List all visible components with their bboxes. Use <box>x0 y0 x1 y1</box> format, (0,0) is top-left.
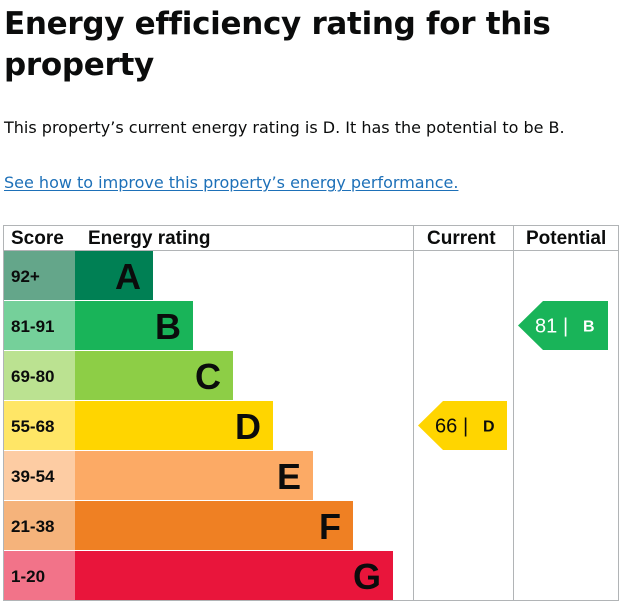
score-range: 81-91 <box>11 317 54 336</box>
score-cell <box>4 551 75 600</box>
header-score: Score <box>11 228 64 249</box>
band-bar <box>75 451 313 500</box>
band-row-d: 55-68 D <box>4 401 273 450</box>
band-row-a: 92+ A <box>4 251 153 300</box>
band-row-g: 1-20 G <box>4 551 393 600</box>
band-bar <box>75 501 353 550</box>
band-letter: G <box>353 556 381 597</box>
header-energy-rating: Energy rating <box>88 228 210 249</box>
score-range: 39-54 <box>11 467 55 486</box>
band-letter: C <box>195 356 221 397</box>
current-separator: | <box>463 416 468 438</box>
chart-grid <box>3 225 619 601</box>
band-letter: E <box>277 456 301 497</box>
score-range: 69-80 <box>11 367 54 386</box>
band-bar <box>75 401 273 450</box>
potential-score-value: 81 <box>535 316 557 338</box>
score-range: 92+ <box>11 267 40 286</box>
current-rating-arrow: 66 | D <box>418 401 507 450</box>
band-letter: B <box>155 306 181 347</box>
score-cell <box>4 451 75 500</box>
rating-bands: 92+ A 81-91 B 69-80 C 55-68 D 39-54 E 21-38 F 1-20 G <box>4 251 393 600</box>
score-cell <box>4 301 75 350</box>
current-score-value: 66 <box>435 416 457 438</box>
band-row-b: 81-91 B <box>4 301 193 350</box>
band-bar <box>75 251 153 300</box>
band-bar <box>75 551 393 600</box>
band-row-e: 39-54 E <box>4 451 313 500</box>
score-cell <box>4 401 75 450</box>
band-letter: F <box>319 506 341 547</box>
header-current: Current <box>427 228 496 249</box>
score-range: 21-38 <box>11 517 54 536</box>
current-arrow-shape <box>418 401 507 450</box>
potential-rating-arrow: 81 | B <box>518 301 608 350</box>
score-cell <box>4 251 75 300</box>
score-range: 55-68 <box>11 417 54 436</box>
score-cell <box>4 351 75 400</box>
rating-summary: This property’s current energy rating is… <box>4 118 565 137</box>
current-letter: D <box>483 419 495 436</box>
score-range: 1-20 <box>11 567 45 586</box>
improve-performance-link[interactable]: See how to improve this property’s energ… <box>4 173 459 192</box>
potential-letter: B <box>583 319 595 336</box>
potential-separator: | <box>563 316 568 338</box>
score-cell <box>4 501 75 550</box>
band-row-f: 21-38 F <box>4 501 353 550</box>
band-letter: A <box>115 256 141 297</box>
header-potential: Potential <box>526 228 606 249</box>
band-bar <box>75 351 233 400</box>
page-title: Energy efficiency rating for this proper… <box>4 6 551 83</box>
band-row-c: 69-80 C <box>4 351 233 400</box>
band-letter: D <box>235 406 261 447</box>
band-bar <box>75 301 193 350</box>
potential-arrow-shape <box>518 301 608 350</box>
